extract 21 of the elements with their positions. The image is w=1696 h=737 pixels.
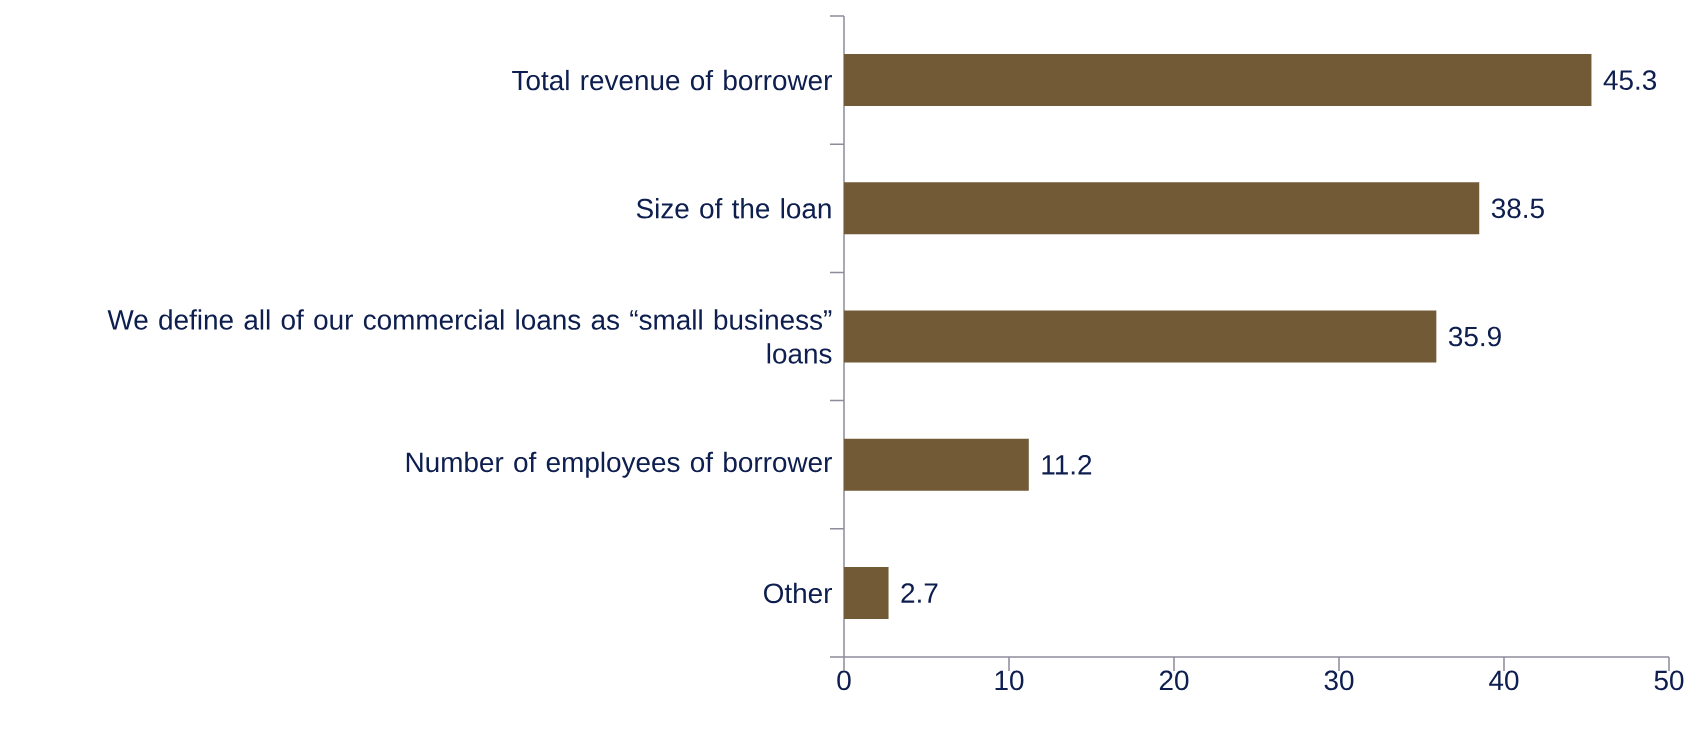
data-label: 2.7 — [901, 583, 938, 603]
x-tick-label: 0 — [837, 670, 851, 691]
y-tick-label: We define all of our commercial loans as “small business” loans — [107, 309, 832, 364]
bar — [843, 566, 889, 619]
y-tick-label: Total revenue of borrower — [512, 69, 832, 91]
x-tick-label: 50 — [1654, 670, 1684, 691]
x-tick-label: 40 — [1489, 670, 1519, 691]
x-tick-label: 10 — [995, 670, 1024, 691]
data-label: 38.5 — [1491, 198, 1544, 219]
data-label: 45.3 — [1603, 70, 1657, 90]
y-tick-label: Other — [764, 582, 832, 604]
bar — [843, 310, 1437, 363]
data-label: 11.2 — [1042, 454, 1092, 475]
bar — [843, 54, 1592, 107]
bar — [843, 438, 1029, 491]
x-tick-label: 30 — [1324, 670, 1354, 691]
x-tick-label: 20 — [1159, 670, 1189, 691]
y-tick-label: Number of employees of borrower — [406, 451, 832, 478]
data-label: 35.9 — [1448, 326, 1501, 347]
y-tick-label: Size of the loan — [636, 198, 831, 219]
bar — [843, 182, 1480, 235]
